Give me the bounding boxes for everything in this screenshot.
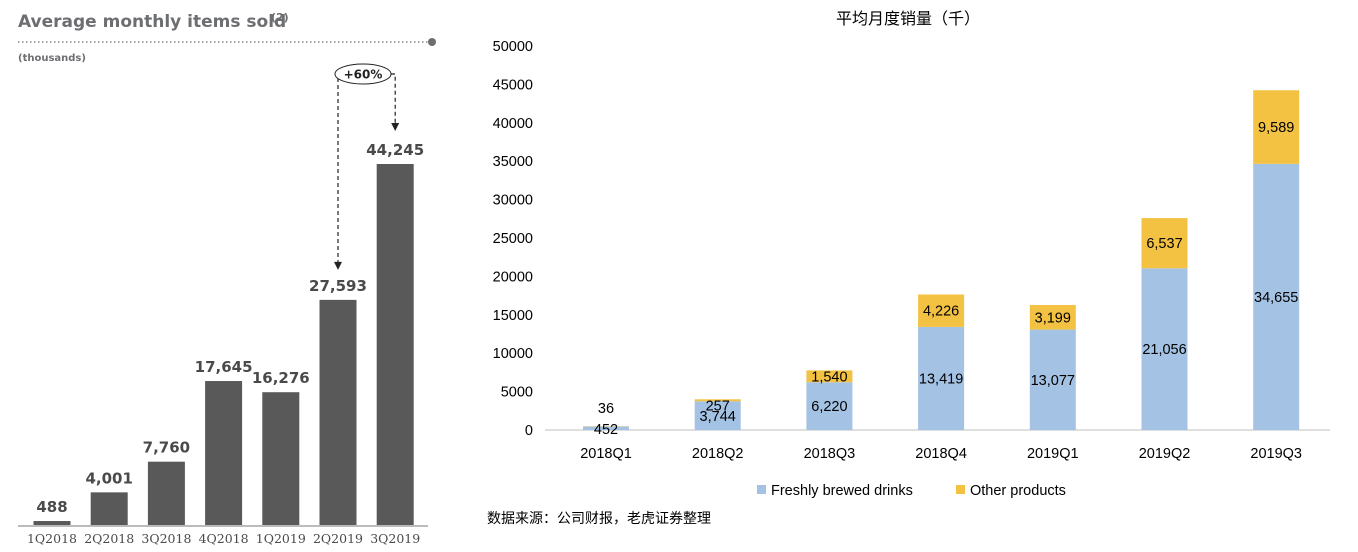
- growth-ellipse: [334, 63, 392, 85]
- category-label-4q2018: 4Q2018: [199, 531, 249, 546]
- right-y-axis-ticks: 0 5000 10000 15000 20000 25000 30000 35000 40000…: [493, 39, 533, 439]
- bar-value-label-2q2018: 4,001: [85, 469, 132, 487]
- x-tick-2019q1: 2019Q1: [1027, 446, 1079, 462]
- bar-value-label-3q2018: 7,760: [143, 439, 190, 457]
- label-freshly-brewed-2018q1: 452: [594, 422, 618, 438]
- bar-3q2018: [147, 461, 185, 525]
- bar-freshly-brewed-2019q1: [1029, 329, 1076, 430]
- bar-2q2018: [90, 492, 128, 525]
- x-tick-2018q3: 2018Q3: [804, 446, 856, 462]
- bar-value-label-2q2019: 27,593: [309, 277, 367, 295]
- bar-value-label-4q2018: 17,645: [195, 358, 253, 376]
- left-bars-group: 488 1Q2018 4,001 2Q2018 7,760 3Q2018 17,645 4Q2…: [27, 141, 424, 546]
- y-tick-25000: 25000: [493, 231, 533, 247]
- legend-swatch-other-products: [956, 485, 965, 494]
- bar-1q2018: [33, 521, 71, 525]
- legend-label-other-products: Other products: [970, 483, 1066, 499]
- y-tick-5000: 5000: [501, 385, 533, 401]
- bar-value-label-1q2019: 16,276: [252, 369, 310, 387]
- y-tick-20000: 20000: [493, 269, 533, 285]
- label-other-products-2019q1: 3,199: [1035, 310, 1071, 326]
- label-freshly-brewed-2018q2: 3,744: [700, 409, 736, 425]
- growth-annotation: +60%: [334, 63, 400, 270]
- category-label-1q2018: 1Q2018: [27, 531, 77, 546]
- source-note: 数据来源：公司财报，老虎证券整理: [487, 511, 711, 527]
- bar-freshly-brewed-2019q2: [1141, 268, 1188, 430]
- label-freshly-brewed-2019q1: 13,077: [1031, 373, 1075, 389]
- label-freshly-brewed-2019q3: 34,655: [1254, 290, 1298, 306]
- category-label-3q2019: 3Q2019: [370, 531, 420, 546]
- category-label-2q2018: 2Q2018: [84, 531, 134, 546]
- x-tick-2018q1: 2018Q1: [580, 446, 632, 462]
- bar-1q2019: [262, 392, 300, 525]
- y-tick-30000: 30000: [493, 193, 533, 209]
- left-chart-title-note: (2): [271, 11, 289, 24]
- left-chart-title: Average monthly items sold: [18, 12, 286, 32]
- bar-other-products-2018q4: [918, 294, 965, 327]
- right-stacked-bar-chart: 平均月度销量（千） 0 5000 10000 15000 20000 25000 30000…: [487, 9, 1330, 527]
- y-tick-0: 0: [525, 423, 533, 439]
- right-chart-title: 平均月度销量（千）: [836, 9, 980, 28]
- growth-arrowhead-left: [334, 261, 342, 270]
- bar-2q2019: [319, 299, 357, 525]
- x-tick-2019q3: 2019Q3: [1250, 446, 1302, 462]
- bar-other-products-2019q3: [1253, 90, 1300, 164]
- bar-freshly-brewed-2018q1: [583, 426, 629, 430]
- growth-arrowhead-right: [391, 123, 400, 131]
- left-chart-subtitle: (thousands): [18, 53, 86, 64]
- title-rule-end-dot: [428, 38, 436, 46]
- bar-4q2018: [205, 381, 243, 525]
- label-other-products-2018q1: 36: [598, 401, 614, 417]
- y-tick-50000: 50000: [493, 39, 533, 55]
- bar-freshly-brewed-2018q3: [806, 382, 853, 430]
- bar-freshly-brewed-2019q3: [1253, 163, 1300, 430]
- left-bar-chart: Average monthly items sold (2) (thousand…: [18, 11, 436, 546]
- bar-freshly-brewed-2018q4: [918, 326, 965, 430]
- category-label-3q2018: 3Q2018: [141, 531, 191, 546]
- bar-other-products-2019q1: [1029, 305, 1076, 330]
- bar-other-products-2018q3: [806, 370, 853, 383]
- y-tick-40000: 40000: [493, 116, 533, 132]
- label-other-products-2018q4: 4,226: [923, 304, 959, 320]
- label-other-products-2018q3: 1,540: [811, 369, 847, 385]
- y-tick-10000: 10000: [493, 346, 533, 362]
- category-label-2q2019: 2Q2019: [313, 531, 363, 546]
- legend-label-freshly-brewed: Freshly brewed drinks: [771, 483, 913, 499]
- legend-swatch-freshly-brewed: [757, 485, 766, 494]
- bar-other-products-2018q2: [694, 399, 741, 402]
- bar-freshly-brewed-2018q2: [694, 401, 741, 430]
- label-freshly-brewed-2018q3: 6,220: [811, 399, 847, 415]
- x-tick-2019q2: 2019Q2: [1139, 446, 1191, 462]
- label-other-products-2019q2: 6,537: [1146, 236, 1182, 252]
- growth-annotation-label: +60%: [344, 68, 383, 82]
- y-tick-35000: 35000: [493, 154, 533, 170]
- bar-value-label-3q2019: 44,245: [366, 141, 424, 159]
- right-legend: Freshly brewed drinks Other products: [757, 483, 1066, 499]
- y-tick-45000: 45000: [493, 77, 533, 93]
- growth-arrow-right: [391, 73, 396, 124]
- growth-arrow-left: [335, 73, 339, 263]
- x-tick-2018q4: 2018Q4: [915, 446, 967, 462]
- x-tick-2018q2: 2018Q2: [692, 446, 744, 462]
- y-tick-15000: 15000: [493, 308, 533, 324]
- label-freshly-brewed-2019q2: 21,056: [1142, 342, 1186, 358]
- bar-value-label-1q2018: 488: [36, 498, 67, 516]
- bar-3q2019: [376, 164, 414, 525]
- category-label-1q2019: 1Q2019: [256, 531, 306, 546]
- label-freshly-brewed-2018q4: 13,419: [919, 371, 963, 387]
- label-other-products-2019q3: 9,589: [1258, 120, 1294, 136]
- bar-other-products-2019q2: [1141, 218, 1188, 269]
- label-other-products-2018q2: 257: [706, 398, 730, 414]
